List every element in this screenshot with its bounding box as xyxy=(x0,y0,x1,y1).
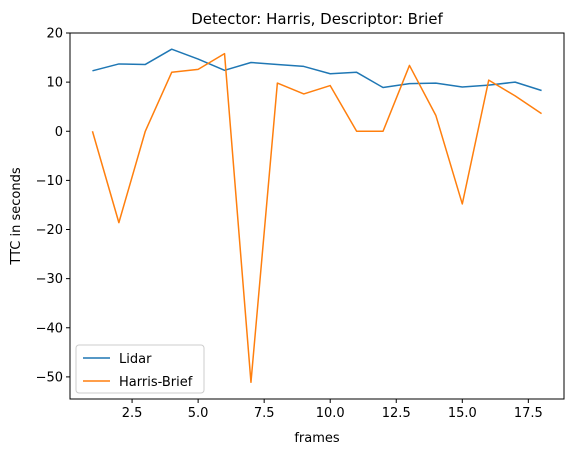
x-tick-label: 12.5 xyxy=(382,406,411,421)
y-tick-label: −40 xyxy=(36,321,63,336)
y-tick-label: 0 xyxy=(55,125,63,140)
chart-title: Detector: Harris, Descriptor: Brief xyxy=(191,10,443,28)
legend: Lidar Harris-Brief xyxy=(76,345,204,393)
x-tick-label: 7.5 xyxy=(254,406,275,421)
x-tick-label: 17.5 xyxy=(514,406,543,421)
x-tick-label: 10.0 xyxy=(316,406,345,421)
y-tick-label: −10 xyxy=(36,174,63,189)
y-tick-label: −20 xyxy=(36,223,63,238)
y-tick-label: −50 xyxy=(36,370,63,385)
y-tick-label: 20 xyxy=(46,27,63,42)
legend-label-lidar: Lidar xyxy=(119,352,152,367)
x-tick-label: 2.5 xyxy=(122,406,143,421)
x-axis-label: frames xyxy=(294,431,340,446)
y-tick-label: 10 xyxy=(46,76,63,91)
x-tick-label: 5.0 xyxy=(188,406,209,421)
legend-label-harris-brief: Harris-Brief xyxy=(119,375,193,390)
y-axis-label: TTC in seconds xyxy=(9,167,24,265)
x-tick-label: 15.0 xyxy=(448,406,477,421)
y-tick-label: −30 xyxy=(36,272,63,287)
